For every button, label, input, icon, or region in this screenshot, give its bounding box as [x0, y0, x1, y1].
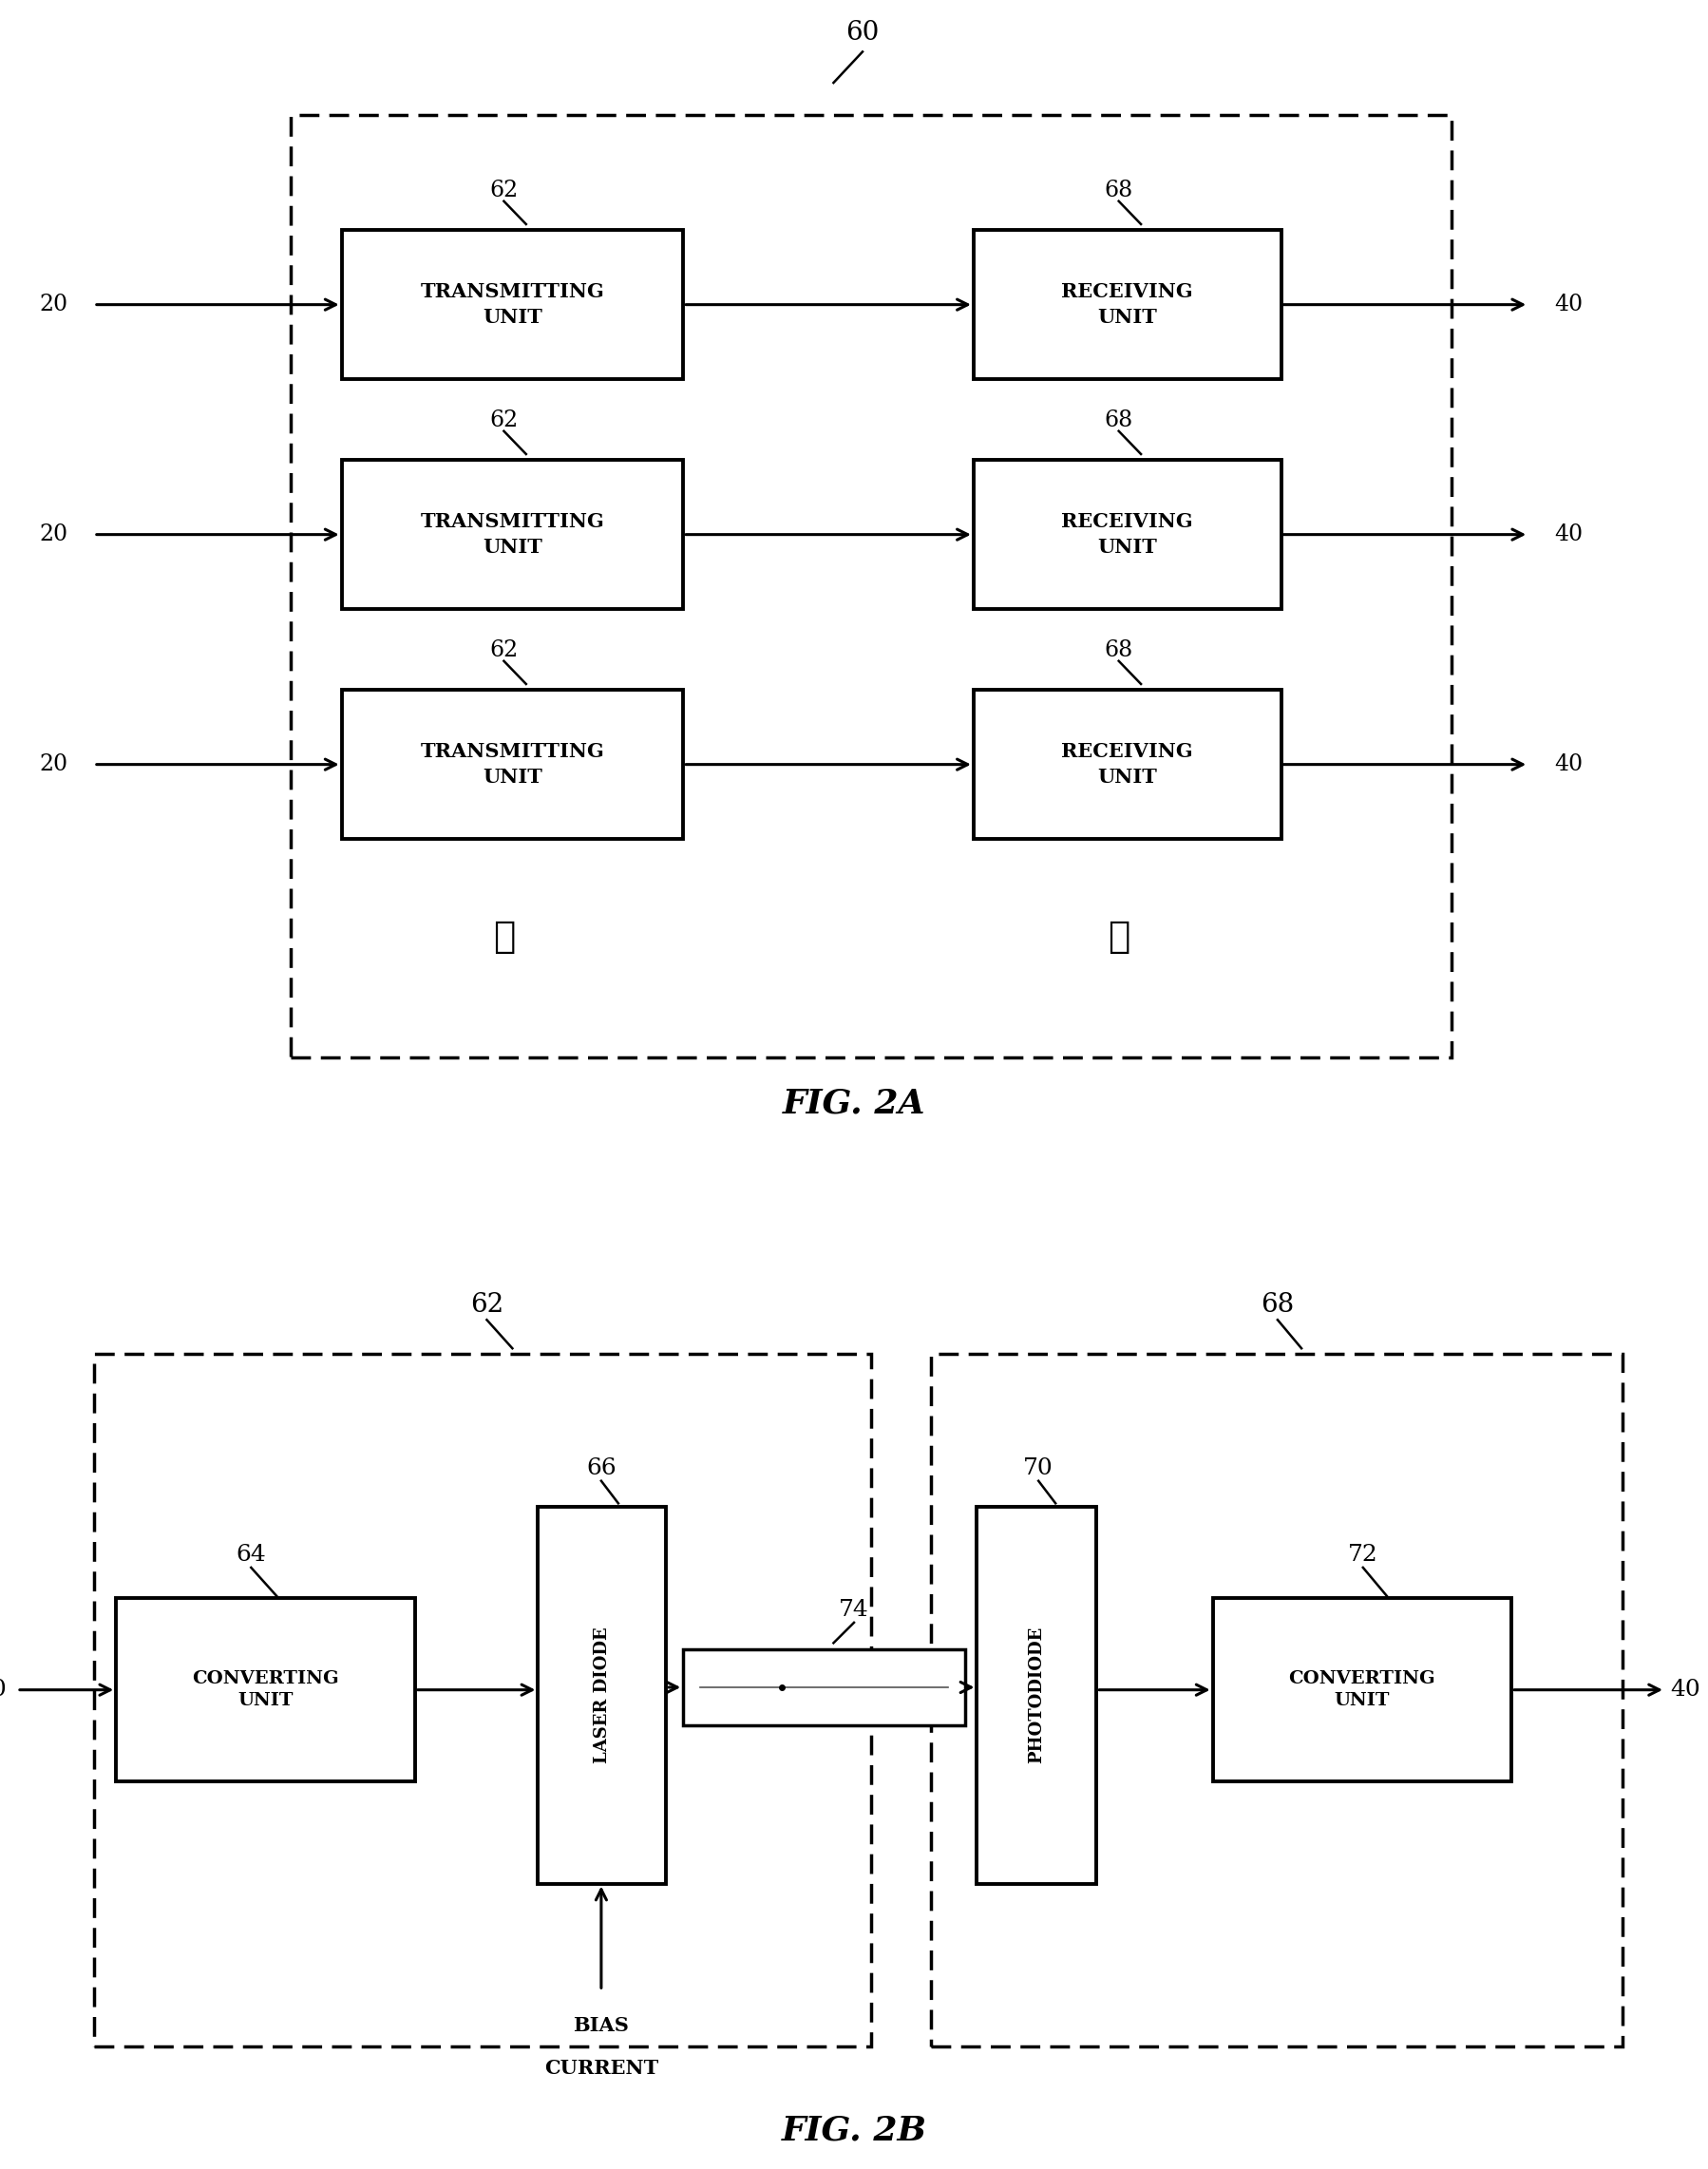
- Text: CURRENT: CURRENT: [545, 2058, 658, 2078]
- Text: 68: 68: [1261, 1293, 1295, 1319]
- FancyBboxPatch shape: [974, 460, 1281, 609]
- FancyBboxPatch shape: [977, 1505, 1097, 1883]
- Text: RECEIVING
UNIT: RECEIVING UNIT: [1061, 512, 1194, 557]
- FancyBboxPatch shape: [342, 690, 683, 839]
- Text: 40: 40: [1670, 1679, 1701, 1700]
- Text: CONVERTING
UNIT: CONVERTING UNIT: [193, 1670, 338, 1709]
- Text: LASER DIODE: LASER DIODE: [593, 1627, 611, 1763]
- Text: 68: 68: [1105, 410, 1132, 432]
- Text: TRANSMITTING
UNIT: TRANSMITTING UNIT: [420, 742, 605, 787]
- FancyBboxPatch shape: [342, 230, 683, 380]
- Text: RECEIVING
UNIT: RECEIVING UNIT: [1061, 742, 1194, 787]
- Text: BIAS: BIAS: [574, 2017, 629, 2035]
- Text: 20: 20: [39, 523, 68, 544]
- Text: RECEIVING
UNIT: RECEIVING UNIT: [1061, 282, 1194, 328]
- FancyBboxPatch shape: [683, 1648, 965, 1727]
- Text: 68: 68: [1105, 640, 1132, 662]
- Text: FIG. 2B: FIG. 2B: [781, 2115, 927, 2147]
- FancyBboxPatch shape: [538, 1505, 666, 1883]
- Text: ⋮: ⋮: [492, 920, 516, 954]
- FancyBboxPatch shape: [342, 460, 683, 609]
- Text: 74: 74: [839, 1599, 869, 1620]
- Text: PHOTODIODE: PHOTODIODE: [1028, 1627, 1045, 1763]
- Text: 68: 68: [1105, 180, 1132, 202]
- Text: 64: 64: [236, 1544, 266, 1566]
- FancyBboxPatch shape: [116, 1599, 415, 1781]
- Text: 62: 62: [490, 180, 518, 202]
- Text: 62: 62: [470, 1293, 504, 1319]
- Text: 20: 20: [0, 1679, 7, 1700]
- Text: ⋮: ⋮: [1107, 920, 1131, 954]
- FancyBboxPatch shape: [974, 230, 1281, 380]
- Text: TRANSMITTING
UNIT: TRANSMITTING UNIT: [420, 282, 605, 328]
- Text: CONVERTING
UNIT: CONVERTING UNIT: [1290, 1670, 1435, 1709]
- Text: TRANSMITTING
UNIT: TRANSMITTING UNIT: [420, 512, 605, 557]
- Text: 20: 20: [39, 293, 68, 315]
- Text: 62: 62: [490, 640, 518, 662]
- Text: 40: 40: [1554, 753, 1583, 774]
- FancyBboxPatch shape: [1213, 1599, 1512, 1781]
- Text: 62: 62: [490, 410, 518, 432]
- Text: 70: 70: [1023, 1458, 1054, 1479]
- Text: 40: 40: [1554, 293, 1583, 315]
- Text: 60: 60: [845, 20, 880, 46]
- Text: 20: 20: [39, 753, 68, 774]
- Text: FIG. 2A: FIG. 2A: [782, 1087, 926, 1119]
- Text: 72: 72: [1348, 1544, 1378, 1566]
- Text: 66: 66: [586, 1458, 617, 1479]
- Text: 40: 40: [1554, 523, 1583, 544]
- FancyBboxPatch shape: [974, 690, 1281, 839]
